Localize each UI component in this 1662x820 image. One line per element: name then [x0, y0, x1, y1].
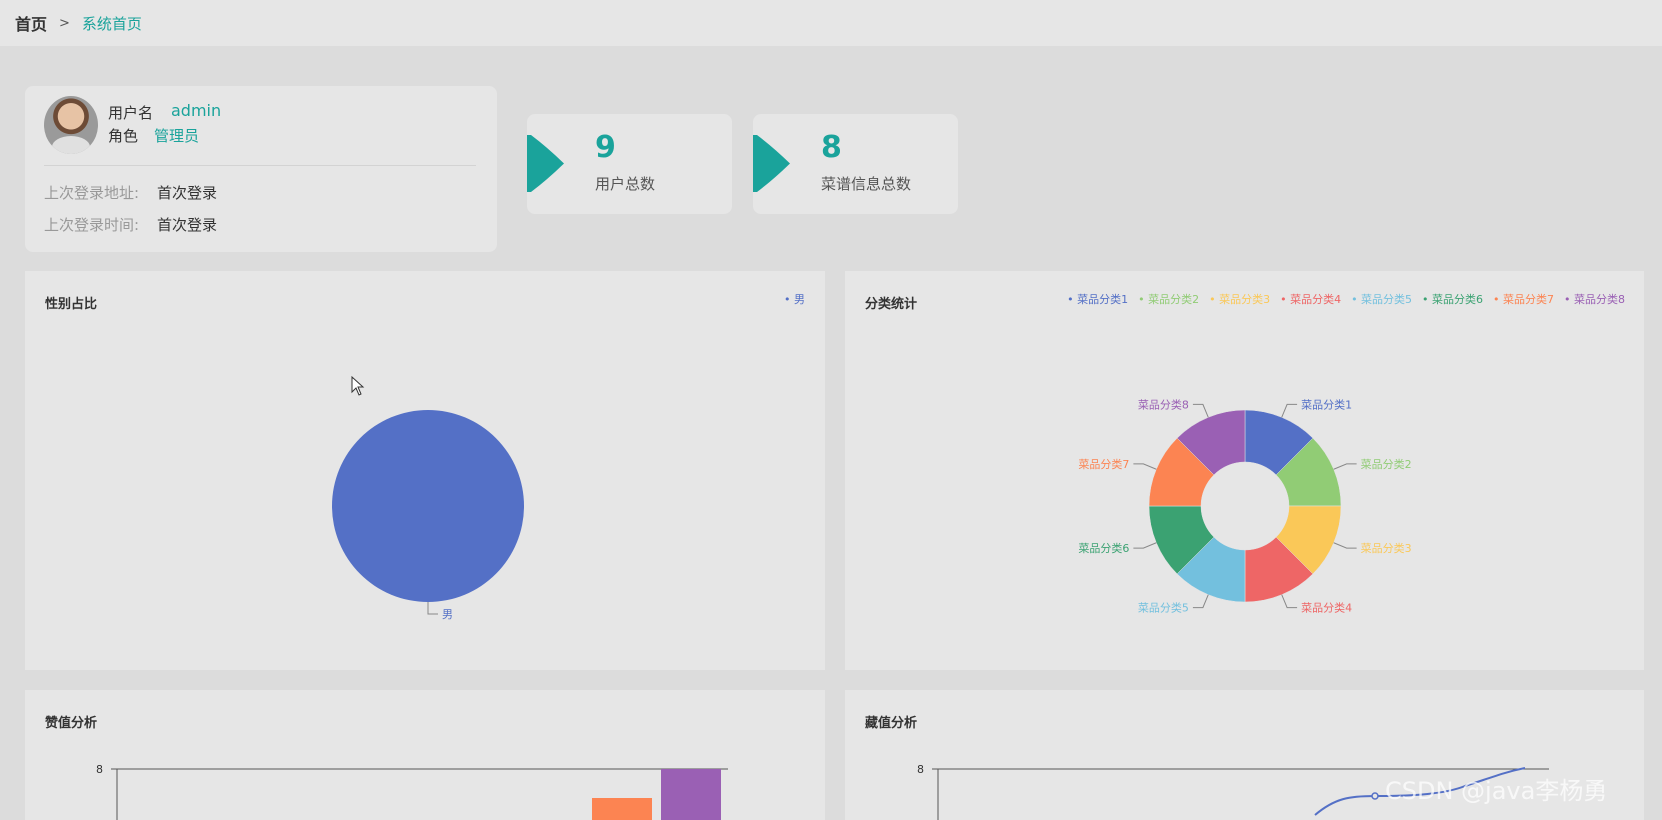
avatar — [44, 96, 98, 154]
stat-label-users: 用户总数 — [595, 175, 656, 193]
slice-label: 菜品分类6 — [1078, 541, 1129, 555]
flag-icon — [753, 135, 790, 192]
user-info-card: 用户名 admin 角色 管理员 上次登录地址: 首次登录 上次登录时间: 首次… — [25, 86, 497, 252]
likes-chart-panel: 赞值分析 8 — [25, 690, 825, 820]
y-tick-label: 8 — [96, 763, 103, 776]
legend-item[interactable]: • 菜品分类6 — [1422, 293, 1484, 306]
stat-label-recipes: 菜谱信息总数 — [821, 175, 912, 193]
role-label: 角色 — [108, 127, 139, 145]
slice-label: 男 — [442, 608, 453, 621]
label-line — [1133, 463, 1157, 470]
slice-label: 菜品分类2 — [1361, 457, 1412, 471]
donut-slice — [1176, 409, 1246, 476]
legend-item[interactable]: • 菜品分类7 — [1493, 293, 1555, 306]
stat-value-users: 9 — [595, 130, 616, 165]
mouse-cursor-icon — [351, 376, 365, 396]
category-chart-panel: 分类统计 • 菜品分类1 • 菜品分类2 • 菜品分类3 • 菜品分类4 • 菜品分类5… — [845, 271, 1644, 670]
slice-label: 菜品分类8 — [1138, 397, 1189, 411]
breadcrumb-home[interactable]: 首页 — [15, 15, 48, 34]
legend-item[interactable]: • 菜品分类4 — [1280, 293, 1342, 306]
stat-card-recipes: 8 菜谱信息总数 — [753, 114, 958, 214]
username-label: 用户名 — [108, 104, 154, 122]
stat-card-users: 9 用户总数 — [527, 114, 732, 214]
panel-title: 赞值分析 — [45, 716, 98, 731]
breadcrumb: 首页 > 系统首页 — [0, 0, 1662, 46]
last-login-time-value: 首次登录 — [157, 216, 218, 234]
panel-title: 性别占比 — [45, 297, 98, 312]
last-login-time-label: 上次登录时间: — [44, 216, 140, 234]
likes-bar-chart: 8 — [96, 763, 728, 820]
gender-chart-panel: 性别占比 • 男 男 — [25, 271, 825, 670]
y-tick-label: 8 — [917, 763, 924, 776]
chart-legend: • 男 — [784, 291, 805, 307]
series-line — [1314, 767, 1526, 816]
legend-item[interactable]: • 菜品分类3 — [1209, 293, 1271, 306]
category-donut-chart: 菜品分类1 菜品分类2 菜品分类3 菜品分类4 菜品分类5 菜品分类6 菜品分类7 菜品分类8 — [1078, 397, 1412, 615]
label-line — [1192, 403, 1209, 418]
slice-label: 菜品分类1 — [1301, 397, 1352, 411]
label-line — [1333, 542, 1357, 549]
last-login-address-label: 上次登录地址: — [44, 184, 140, 202]
label-line — [1133, 542, 1157, 549]
bar — [592, 798, 652, 820]
panel-title: 藏值分析 — [865, 716, 918, 731]
legend-item[interactable]: • 菜品分类2 — [1138, 293, 1200, 306]
legend-item[interactable]: • 菜品分类1 — [1067, 293, 1129, 306]
label-line — [1333, 463, 1357, 470]
collect-line-chart: 8 — [917, 763, 1549, 820]
label-line — [427, 602, 438, 615]
label-line — [1281, 403, 1298, 418]
last-login-address-value: 首次登录 — [157, 184, 218, 202]
data-point — [1371, 792, 1379, 800]
label-line — [1192, 594, 1209, 609]
slice-label: 菜品分类3 — [1361, 541, 1412, 555]
slice-label: 菜品分类7 — [1078, 457, 1129, 471]
panel-title: 分类统计 — [865, 297, 918, 312]
legend-item[interactable]: • 菜品分类8 — [1564, 293, 1625, 306]
breadcrumb-current: 系统首页 — [81, 14, 142, 33]
flag-icon — [527, 135, 564, 192]
pie-slice — [332, 410, 524, 602]
legend-item[interactable]: • 男 — [784, 293, 805, 306]
label-line — [1281, 594, 1298, 609]
breadcrumb-separator: > — [59, 15, 70, 31]
bar — [661, 769, 721, 820]
stat-value-recipes: 8 — [821, 130, 842, 165]
watermark: CSDN @java李杨勇 — [1385, 777, 1608, 805]
chart-legend: • 菜品分类1 • 菜品分类2 • 菜品分类3 • 菜品分类4 • 菜品分类5 • 菜品分… — [1067, 291, 1625, 307]
username-value: admin — [171, 101, 222, 120]
legend-item[interactable]: • 菜品分类5 — [1351, 293, 1413, 306]
role-value: 管理员 — [154, 127, 200, 145]
slice-label: 菜品分类5 — [1138, 601, 1189, 615]
slice-label: 菜品分类4 — [1301, 601, 1352, 615]
divider — [44, 165, 476, 166]
gender-pie-chart: 男 — [332, 410, 524, 621]
collect-chart-panel: 藏值分析 8 — [845, 690, 1644, 820]
